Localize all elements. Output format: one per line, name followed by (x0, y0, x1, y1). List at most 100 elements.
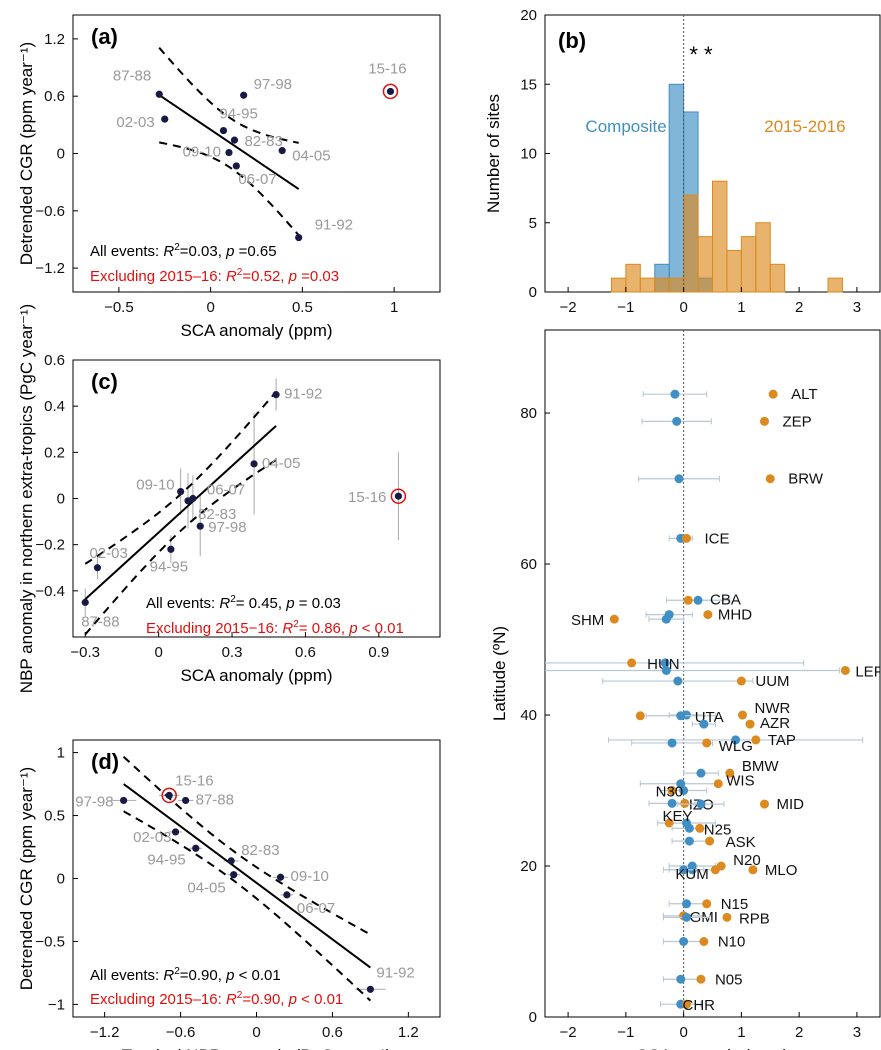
stat-annotation-part: 2 (174, 966, 180, 977)
stat-annotation-part: 2 (293, 619, 299, 630)
data-point (250, 460, 258, 468)
site-label: TAP (768, 732, 796, 749)
axes-box (544, 329, 881, 1018)
site-label: KUM (675, 866, 708, 883)
stat-annotation-part: All events: (90, 243, 163, 260)
stat-annotation-part: p (225, 967, 234, 984)
data-point (93, 564, 102, 572)
point-label: 87-88 (113, 67, 151, 84)
data-point (394, 492, 403, 500)
event-point (722, 912, 732, 922)
data-point (155, 90, 163, 98)
stat-annotation-part: Excluding 2015–16: (90, 268, 226, 285)
event-point (683, 595, 693, 605)
stat-annotation-part: 2 (237, 990, 243, 1001)
x-tick-label: 0 (679, 299, 687, 316)
histogram-bar (740, 236, 757, 293)
site-label: MLO (765, 862, 798, 879)
stat-annotation-part: R (163, 243, 174, 260)
site-label: N20 (733, 852, 761, 869)
point-label: 82-83 (241, 842, 279, 859)
site-label: WLG (719, 738, 753, 755)
histogram-bar (726, 249, 742, 293)
confidence-band-upper (158, 47, 299, 144)
composite-point (699, 719, 709, 729)
x-tick-label: 1 (737, 1024, 745, 1041)
panel-d: −1.2 −0.6 0 0.6 1.2 −1 −0.5 0 0.5 1 97-98 15-16 87-8… (17, 739, 441, 1050)
stat-annotation-part: < 0.01 (358, 620, 404, 637)
event-point (751, 735, 761, 745)
stat-annotation-part: < 0.01 (297, 991, 343, 1008)
y-tick-label: 1 (57, 745, 65, 762)
y-tick-label: 80 (520, 405, 537, 422)
point-label: 94-95 (150, 558, 188, 575)
site-label: SHM (571, 612, 604, 629)
y-axis-label: NBP anomaly in northern extra-tropics (P… (17, 304, 36, 693)
x-tick-label: −0.6 (166, 1024, 196, 1041)
panel-label: (b) (558, 28, 586, 53)
x-tick-label: −2 (560, 1024, 577, 1041)
panel-c: −0.3 0 0.3 0.6 0.9 −0.4 −0.2 0 0.2 0.4 0.6 91-92 04-… (17, 304, 441, 693)
highlight-ring (161, 787, 177, 804)
stat-annotation-part: p (288, 268, 297, 285)
histogram-bar (610, 277, 627, 293)
event-point (702, 738, 712, 748)
composite-point (673, 676, 683, 686)
composite-point (676, 974, 686, 984)
data-point (219, 126, 228, 135)
event-point (713, 779, 723, 789)
legend-2015-2016: 2015-2016 (764, 117, 845, 136)
y-tick-label: 0.2 (44, 444, 65, 461)
y-tick-label: −0.4 (35, 583, 65, 600)
x-tick-label: −1.2 (90, 1024, 120, 1041)
data-point (165, 791, 173, 800)
composite-point (682, 912, 692, 922)
x-tick-label: 0.3 (222, 644, 243, 661)
composite-point (693, 595, 703, 605)
point-label: 04-05 (187, 880, 225, 897)
point-label: 97-98 (75, 793, 113, 810)
histogram-bar (668, 277, 685, 293)
data-point (283, 891, 291, 899)
point-label: 15-16 (348, 489, 386, 506)
data-point (386, 87, 395, 96)
event-point (696, 974, 706, 984)
site-label: N10 (718, 934, 746, 951)
data-point (120, 796, 128, 805)
histogram-series-2015-2016 (610, 180, 843, 293)
point-label: 91-92 (376, 964, 414, 981)
composite-point (731, 735, 741, 745)
event-point (609, 614, 619, 624)
stat-annotation-part: R (282, 620, 293, 637)
event-point (664, 818, 674, 828)
point-label: 91-92 (315, 217, 353, 234)
event-point (725, 768, 735, 778)
site-label: UUM (755, 673, 789, 690)
site-label: BRW (788, 471, 824, 488)
site-label: HUN (647, 656, 680, 673)
stat-annotation: Excluding 2015–16: R2=0.90, p < 0.01 (90, 990, 343, 1008)
point-label: 87-88 (81, 613, 119, 630)
composite-point (661, 665, 671, 675)
x-tick-label: 0 (154, 644, 162, 661)
point-label: 06-07 (207, 482, 245, 499)
y-tick-label: 0.5 (44, 808, 65, 825)
point-label: 09-10 (291, 868, 329, 885)
panel-label: (c) (91, 369, 118, 394)
panel-label: (a) (91, 24, 118, 49)
y-tick-label: 1.2 (44, 31, 65, 48)
significance-marker: * * (689, 42, 713, 67)
event-point (667, 786, 677, 796)
composite-point (682, 899, 692, 909)
event-point (635, 711, 645, 721)
y-tick-label: 20 (520, 7, 537, 24)
y-tick-label: 0 (529, 1009, 537, 1026)
y-tick-label: −0.5 (35, 933, 65, 950)
stat-annotation-part: =0.52, (242, 268, 288, 285)
y-tick-label: 20 (520, 858, 537, 875)
panel-b-latitude: −2 −1 0 1 2 3 0 20 40 60 80 ALT ZEP BRW ICE CBA SHM MHD HU… (490, 329, 881, 1050)
site-label: MHD (718, 607, 752, 624)
event-point (695, 823, 705, 833)
point-label: 04-05 (262, 455, 300, 472)
x-tick-label: 0.6 (295, 644, 316, 661)
